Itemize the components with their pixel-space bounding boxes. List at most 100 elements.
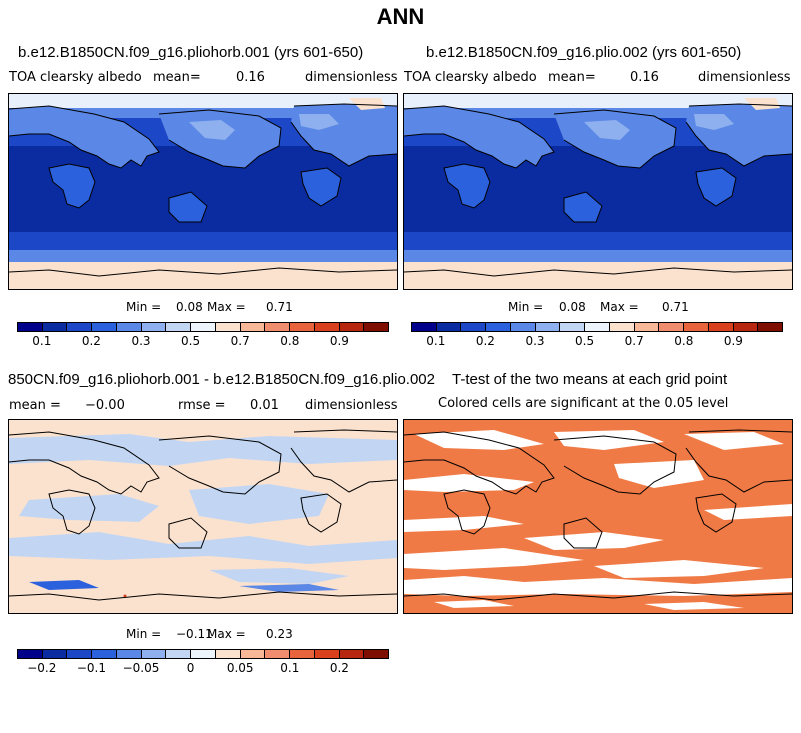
colorbar-swatch bbox=[708, 323, 734, 331]
panel2-map-svg bbox=[404, 94, 792, 289]
panel3-max-label: Max = bbox=[207, 627, 246, 641]
colorbar-swatch bbox=[240, 650, 266, 658]
panel4-map bbox=[403, 419, 793, 614]
colorbar-swatch bbox=[510, 323, 536, 331]
colorbar-swatch bbox=[634, 323, 660, 331]
colorbar-swatch bbox=[166, 650, 192, 658]
panel3-map-svg bbox=[9, 420, 397, 613]
colorbar-swatch bbox=[585, 323, 610, 331]
colorbar-tick-label: 0.1 bbox=[280, 661, 300, 675]
panel4-subtitle: Colored cells are significant at the 0.0… bbox=[438, 396, 729, 411]
panel1-min-label: Min = bbox=[126, 300, 162, 314]
colorbar-tick-label: 0.2 bbox=[81, 334, 101, 348]
colorbar-swatch bbox=[42, 323, 68, 331]
panel2-units: dimensionless bbox=[698, 70, 791, 85]
colorbar-swatch bbox=[486, 323, 511, 331]
colorbar-tick-label: 0.1 bbox=[426, 334, 446, 348]
panel2-min-label: Min = bbox=[508, 300, 544, 314]
panel2-max-value: 0.71 bbox=[662, 300, 689, 314]
colorbar-swatch bbox=[436, 323, 462, 331]
panel1-map bbox=[8, 93, 398, 290]
colorbar-swatch bbox=[141, 650, 167, 658]
colorbar-swatch bbox=[314, 323, 340, 331]
panel2-max-label: Max = bbox=[600, 300, 639, 314]
panel4-title: T-test of the two means at each grid poi… bbox=[452, 371, 728, 388]
colorbar-tick-label: 0 bbox=[186, 661, 195, 675]
colorbar-swatch bbox=[659, 323, 685, 331]
colorbar-tick-label: 0.8 bbox=[280, 334, 300, 348]
panel2-colorbar bbox=[411, 322, 783, 332]
colorbar-swatch bbox=[18, 323, 43, 331]
colorbar-tick-label: 0.2 bbox=[329, 661, 349, 675]
colorbar-swatch bbox=[684, 323, 709, 331]
panel3-map bbox=[8, 419, 398, 614]
figure-title: ANN bbox=[376, 4, 425, 29]
colorbar-swatch bbox=[733, 323, 759, 331]
panel2-mean-label: mean= bbox=[548, 70, 596, 85]
colorbar-tick-label: 0.3 bbox=[131, 334, 151, 348]
panel3-rmse-value: 0.01 bbox=[250, 398, 279, 413]
panel1-colorbar bbox=[17, 322, 389, 332]
panel3-colorbar bbox=[17, 649, 389, 659]
colorbar-tick-label: 0.9 bbox=[329, 334, 349, 348]
colorbar-swatch bbox=[535, 323, 561, 331]
colorbar-swatch bbox=[191, 323, 216, 331]
colorbar-swatch bbox=[339, 650, 365, 658]
panel3-min-label: Min = bbox=[126, 627, 162, 641]
colorbar-tick-label: 0.7 bbox=[624, 334, 644, 348]
colorbar-swatch bbox=[92, 323, 117, 331]
colorbar-tick-label: 0.9 bbox=[723, 334, 743, 348]
panel2-min-value: 0.08 bbox=[559, 300, 586, 314]
panel3-units: dimensionless bbox=[305, 398, 398, 413]
panel3-mean-value: −0.00 bbox=[85, 398, 125, 413]
panel1-variable-label: TOA clearsky albedo bbox=[9, 70, 142, 85]
panel4-map-svg bbox=[404, 420, 792, 613]
panel1-mean-value: 0.16 bbox=[236, 70, 265, 85]
colorbar-swatch bbox=[92, 650, 117, 658]
colorbar-tick-label: 0.5 bbox=[181, 334, 201, 348]
colorbar-swatch bbox=[67, 650, 93, 658]
colorbar-swatch bbox=[191, 650, 216, 658]
colorbar-tick-label: 0.7 bbox=[230, 334, 250, 348]
panel3-mean-label: mean = bbox=[9, 398, 61, 413]
panel1-max-label: Max = bbox=[207, 300, 246, 314]
colorbar-swatch bbox=[116, 323, 142, 331]
panel2-title: b.e12.B1850CN.f09_g16.plio.002 (yrs 601-… bbox=[426, 44, 742, 61]
colorbar-swatch bbox=[290, 323, 315, 331]
panel1-min-value: 0.08 bbox=[176, 300, 203, 314]
colorbar-swatch bbox=[290, 650, 315, 658]
colorbar-swatch bbox=[116, 650, 142, 658]
colorbar-tick-label: 0.05 bbox=[226, 661, 254, 675]
panel3-max-value: 0.23 bbox=[266, 627, 293, 641]
colorbar-tick-label: 0.2 bbox=[475, 334, 495, 348]
colorbar-swatch bbox=[364, 650, 389, 658]
colorbar-tick-label: 0.3 bbox=[525, 334, 545, 348]
colorbar-tick-label: 0.5 bbox=[575, 334, 595, 348]
colorbar-tick-label: −0.2 bbox=[27, 661, 57, 675]
panel1-mean-label: mean= bbox=[153, 70, 201, 85]
colorbar-swatch bbox=[240, 323, 266, 331]
colorbar-swatch bbox=[265, 323, 291, 331]
panel1-map-svg bbox=[9, 94, 397, 289]
panel1-max-value: 0.71 bbox=[266, 300, 293, 314]
colorbar-swatch bbox=[215, 323, 241, 331]
colorbar-swatch bbox=[215, 650, 241, 658]
colorbar-swatch bbox=[609, 323, 635, 331]
colorbar-swatch bbox=[461, 323, 487, 331]
colorbar-swatch bbox=[67, 323, 93, 331]
colorbar-tick-label: 0.8 bbox=[674, 334, 694, 348]
panel3-rmse-label: rmse = bbox=[178, 398, 226, 413]
colorbar-swatch bbox=[166, 323, 192, 331]
colorbar-swatch bbox=[314, 650, 340, 658]
colorbar-swatch bbox=[339, 323, 365, 331]
panel2-mean-value: 0.16 bbox=[630, 70, 659, 85]
colorbar-tick-label: −0.05 bbox=[122, 661, 160, 675]
panel1-units: dimensionless bbox=[305, 70, 398, 85]
panel3-min-value: −0.11 bbox=[176, 627, 213, 641]
colorbar-tick-label: 0.1 bbox=[32, 334, 52, 348]
colorbar-swatch bbox=[42, 650, 68, 658]
colorbar-swatch bbox=[364, 323, 389, 331]
panel2-map bbox=[403, 93, 793, 290]
colorbar-tick-label: −0.1 bbox=[76, 661, 106, 675]
panel3-title: 850CN.f09_g16.pliohorb.001 - b.e12.B1850… bbox=[8, 371, 435, 388]
